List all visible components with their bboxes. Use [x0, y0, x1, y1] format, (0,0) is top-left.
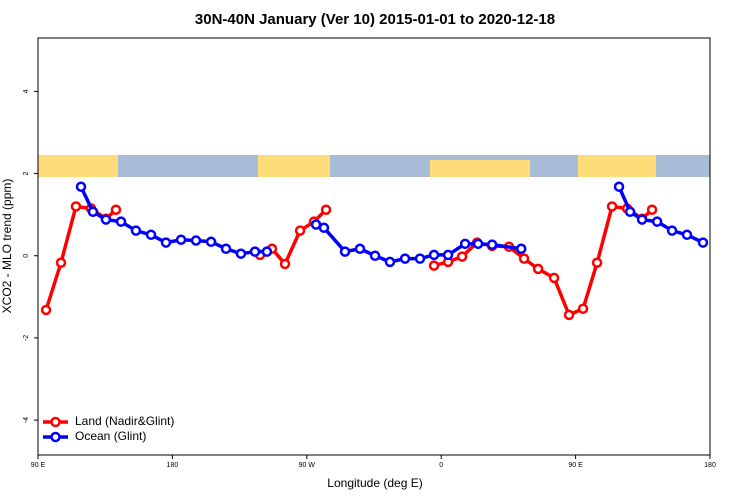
point	[515, 243, 527, 255]
point	[205, 236, 217, 248]
point	[235, 248, 247, 259]
point	[130, 225, 142, 236]
plot-frame	[37, 37, 711, 456]
point	[548, 272, 560, 284]
legend-label: Ocean (Glint)	[75, 429, 146, 443]
series-line	[44, 204, 654, 317]
point	[532, 263, 544, 275]
y-axis-label: XCO2 - MLO trend (ppm)	[0, 179, 14, 314]
point	[428, 249, 440, 261]
y-tick-label: 2	[23, 172, 30, 176]
point	[646, 204, 658, 215]
point	[697, 237, 709, 248]
point	[456, 251, 468, 262]
point	[624, 206, 636, 218]
point	[145, 229, 157, 241]
point	[414, 253, 426, 264]
point	[279, 258, 291, 270]
point	[55, 257, 67, 268]
y-tick-label: -2	[23, 335, 30, 341]
point	[613, 181, 625, 192]
chart-title: 30N-40N January (Ver 10) 2015-01-01 to 2…	[195, 11, 555, 28]
y-tick-label: 4	[23, 89, 30, 93]
legend-marker	[50, 431, 61, 443]
point	[40, 304, 52, 316]
x-tick-label: 180	[167, 462, 179, 469]
y-tick-label: 0	[23, 254, 30, 258]
point	[318, 222, 330, 234]
point	[591, 257, 603, 268]
point	[160, 237, 172, 248]
point	[354, 243, 366, 255]
point	[87, 206, 99, 218]
legend-label: Land (Nadir&Glint)	[75, 414, 174, 428]
point	[577, 303, 589, 314]
point	[486, 239, 498, 250]
x-tick-label: 90 E	[568, 462, 583, 469]
point	[369, 250, 381, 261]
series-line	[79, 185, 704, 264]
point	[472, 238, 484, 250]
x-axis-label: Longitude (deg E)	[327, 476, 422, 490]
point	[399, 253, 411, 264]
point	[249, 246, 261, 257]
point	[518, 253, 530, 264]
x-tick-label: 90 E	[31, 462, 46, 469]
point	[563, 309, 575, 321]
point	[636, 214, 648, 225]
point	[339, 246, 351, 257]
point	[70, 201, 82, 212]
legend-marker	[50, 416, 61, 428]
point	[175, 234, 187, 245]
y-tick-label: -4	[23, 417, 30, 423]
point	[320, 204, 332, 215]
point	[100, 214, 112, 225]
x-tick-label: 90 W	[299, 462, 316, 469]
point	[681, 229, 693, 241]
point	[261, 246, 273, 257]
point	[442, 249, 454, 261]
point	[428, 260, 440, 271]
point	[115, 216, 127, 227]
point	[651, 216, 663, 227]
point	[190, 235, 202, 246]
point	[459, 238, 471, 250]
point	[220, 243, 232, 255]
map-strip	[38, 155, 710, 177]
point	[110, 204, 122, 215]
x-tick-label: 180	[704, 462, 716, 469]
x-tick-label: 0	[439, 462, 443, 469]
point	[294, 225, 306, 236]
point	[606, 201, 618, 212]
point	[384, 256, 396, 268]
point	[666, 225, 678, 236]
point	[75, 181, 87, 192]
